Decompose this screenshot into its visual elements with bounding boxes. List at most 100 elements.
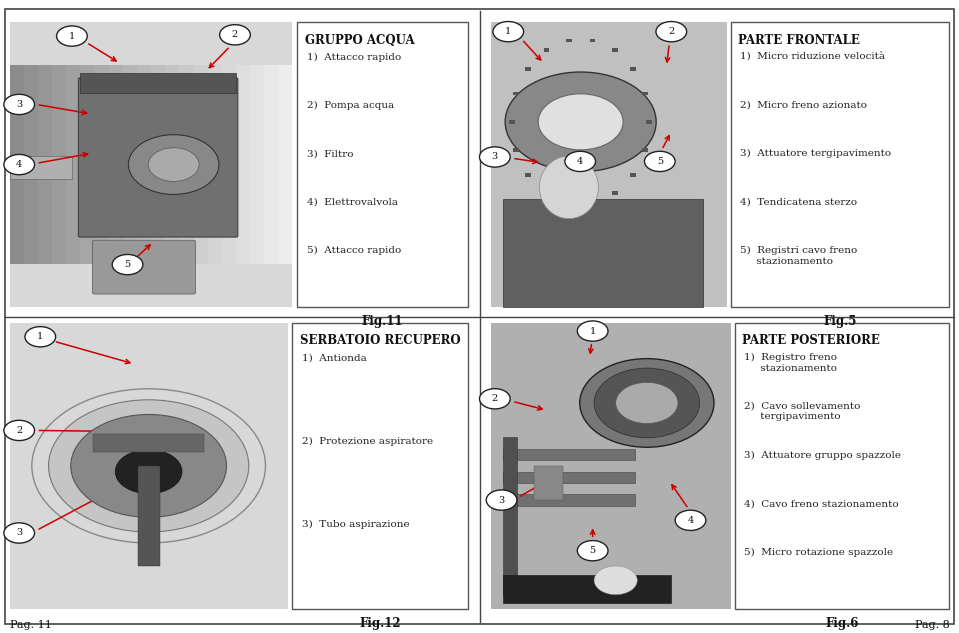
FancyBboxPatch shape <box>92 241 196 294</box>
Bar <box>503 199 703 307</box>
Bar <box>81 73 236 93</box>
Text: SERBATOIO RECUPERO: SERBATOIO RECUPERO <box>300 334 460 348</box>
FancyBboxPatch shape <box>292 323 468 609</box>
Bar <box>265 65 278 265</box>
Ellipse shape <box>595 566 637 594</box>
Circle shape <box>4 154 35 175</box>
Bar <box>612 48 618 52</box>
Bar <box>590 201 596 205</box>
Bar <box>179 65 194 265</box>
Bar <box>630 173 636 177</box>
Circle shape <box>480 147 510 167</box>
Circle shape <box>4 420 35 441</box>
Circle shape <box>644 151 675 172</box>
Bar <box>81 65 94 265</box>
Text: Fig.11: Fig.11 <box>362 315 404 328</box>
Text: Pag. 11: Pag. 11 <box>10 620 52 630</box>
Circle shape <box>220 25 250 45</box>
Circle shape <box>32 389 266 543</box>
Bar <box>526 173 531 177</box>
Bar <box>52 65 66 265</box>
Text: 2)  Cavo sollevamento
     tergipavimento: 2) Cavo sollevamento tergipavimento <box>744 402 860 422</box>
Text: 5: 5 <box>590 546 596 555</box>
Bar <box>24 65 38 265</box>
Text: 3)  Filtro: 3) Filtro <box>307 149 353 158</box>
Text: 4)  Tendicatena sterzo: 4) Tendicatena sterzo <box>740 197 857 207</box>
Circle shape <box>656 22 687 42</box>
Bar <box>513 148 519 152</box>
Ellipse shape <box>539 156 598 219</box>
Bar <box>38 65 52 265</box>
Text: 1: 1 <box>37 332 43 341</box>
Circle shape <box>675 510 706 530</box>
Bar <box>491 22 727 307</box>
Circle shape <box>579 359 713 448</box>
Bar <box>509 120 515 124</box>
Text: 5: 5 <box>125 260 130 269</box>
Text: 3)  Attuatore tergipavimento: 3) Attuatore tergipavimento <box>740 149 892 158</box>
Bar <box>137 65 151 265</box>
Bar <box>513 92 519 96</box>
Circle shape <box>577 541 608 561</box>
FancyBboxPatch shape <box>731 22 949 307</box>
Bar <box>222 65 236 265</box>
Bar <box>643 148 648 152</box>
Bar <box>612 192 618 196</box>
Bar <box>491 22 727 307</box>
Bar <box>165 65 179 265</box>
Bar <box>526 67 531 71</box>
Text: 1: 1 <box>69 32 75 41</box>
Text: 2: 2 <box>16 426 22 435</box>
Text: 5)  Attacco rapido: 5) Attacco rapido <box>307 246 401 255</box>
Bar <box>152 65 165 265</box>
Circle shape <box>149 147 199 182</box>
Text: 2: 2 <box>668 27 674 36</box>
Text: 3: 3 <box>16 100 22 109</box>
Bar <box>630 67 636 71</box>
Text: PARTE FRONTALE: PARTE FRONTALE <box>738 34 860 47</box>
Text: 4)  Elettrovalvola: 4) Elettrovalvola <box>307 197 398 207</box>
Text: Fig.12: Fig.12 <box>360 617 401 630</box>
Circle shape <box>577 321 608 341</box>
Bar <box>503 494 635 506</box>
Text: 3)  Tubo aspirazione: 3) Tubo aspirazione <box>302 520 409 529</box>
Bar <box>194 65 208 265</box>
Text: 5)  Registri cavo freno
     stazionamento: 5) Registri cavo freno stazionamento <box>740 246 857 266</box>
Text: GRUPPO ACQUA: GRUPPO ACQUA <box>305 34 414 47</box>
Circle shape <box>115 449 182 494</box>
Circle shape <box>486 490 517 510</box>
Text: 2)  Micro freno azionato: 2) Micro freno azionato <box>740 101 867 110</box>
Bar <box>278 65 292 265</box>
Text: 4: 4 <box>577 157 583 166</box>
Text: 1: 1 <box>590 327 596 335</box>
Bar <box>590 39 596 42</box>
Text: 3: 3 <box>492 153 498 161</box>
FancyBboxPatch shape <box>5 9 954 624</box>
Text: 1)  Attacco rapido: 1) Attacco rapido <box>307 53 401 61</box>
Text: 3: 3 <box>499 496 504 505</box>
FancyBboxPatch shape <box>79 78 238 237</box>
Text: Fig.5: Fig.5 <box>824 315 856 328</box>
Bar <box>566 201 572 205</box>
Circle shape <box>4 94 35 115</box>
Circle shape <box>129 135 219 194</box>
Text: 1)  Registro freno
     stazionamento: 1) Registro freno stazionamento <box>744 353 837 373</box>
Bar <box>491 323 731 609</box>
Circle shape <box>57 26 87 46</box>
Text: 3)  Attuatore gruppo spazzole: 3) Attuatore gruppo spazzole <box>744 451 901 460</box>
Circle shape <box>49 400 248 532</box>
Bar <box>123 65 137 265</box>
FancyBboxPatch shape <box>297 22 468 307</box>
Bar <box>66 65 81 265</box>
Text: 1)  Micro riduzione velocità: 1) Micro riduzione velocità <box>740 53 885 62</box>
Text: 2)  Protezione aspiratore: 2) Protezione aspiratore <box>302 437 433 446</box>
Circle shape <box>616 382 678 423</box>
Text: 2: 2 <box>492 394 498 403</box>
Text: 4: 4 <box>688 516 693 525</box>
Circle shape <box>538 94 623 150</box>
Text: Fig.6: Fig.6 <box>826 617 858 630</box>
Bar <box>10 22 292 307</box>
Bar <box>491 323 731 609</box>
Bar <box>10 323 288 609</box>
Circle shape <box>505 72 656 172</box>
